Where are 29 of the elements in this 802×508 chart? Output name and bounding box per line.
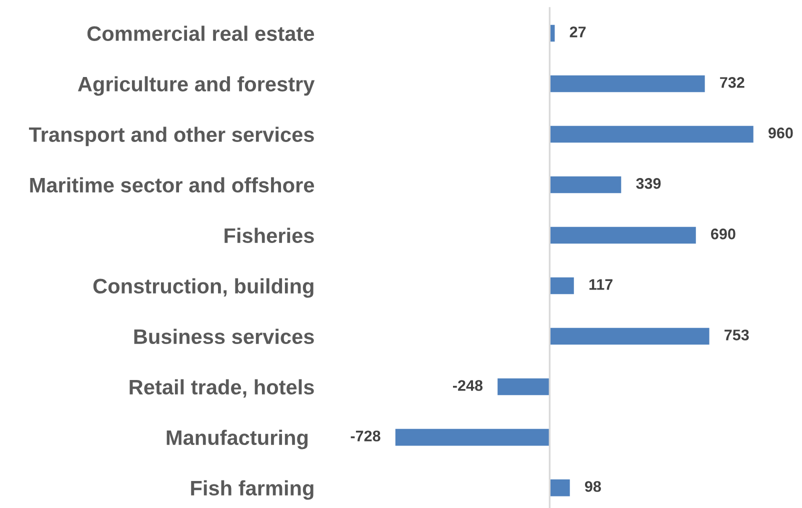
y-tick-label: Agriculture and forestry (78, 76, 315, 96)
bar (496, 377, 550, 397)
bar (548, 276, 576, 296)
data-label: -248 (453, 380, 483, 391)
y-tick-label: Transport and other services (28, 126, 314, 146)
bar (548, 174, 623, 195)
data-label: 98 (584, 481, 601, 492)
bar (548, 74, 706, 94)
data-label: 960 (768, 128, 793, 138)
data-label: 732 (720, 77, 744, 88)
data-label: 27 (570, 26, 586, 38)
y-tick-label: Fisheries (224, 228, 314, 244)
y-tick-label: Commercial real estate (87, 26, 314, 42)
data-label: 690 (711, 228, 736, 240)
bar (548, 225, 698, 246)
y-tick-label: Manufacturing (166, 430, 308, 450)
data-label: 339 (636, 178, 661, 189)
y-tick-label: Maritime sector and offshore (30, 177, 314, 193)
bar (394, 428, 550, 448)
bar (548, 326, 711, 346)
y-tick-label: Business services (134, 328, 314, 344)
y-tick-label: Retail trade, hotels (130, 379, 314, 398)
data-label: 117 (589, 279, 612, 290)
bar (548, 124, 755, 144)
bar (548, 478, 572, 498)
data-label: 753 (724, 330, 749, 340)
data-label: -728 (350, 430, 380, 442)
y-tick-label: Construction, building (93, 278, 314, 298)
y-tick-label: Fish farming (191, 480, 314, 500)
